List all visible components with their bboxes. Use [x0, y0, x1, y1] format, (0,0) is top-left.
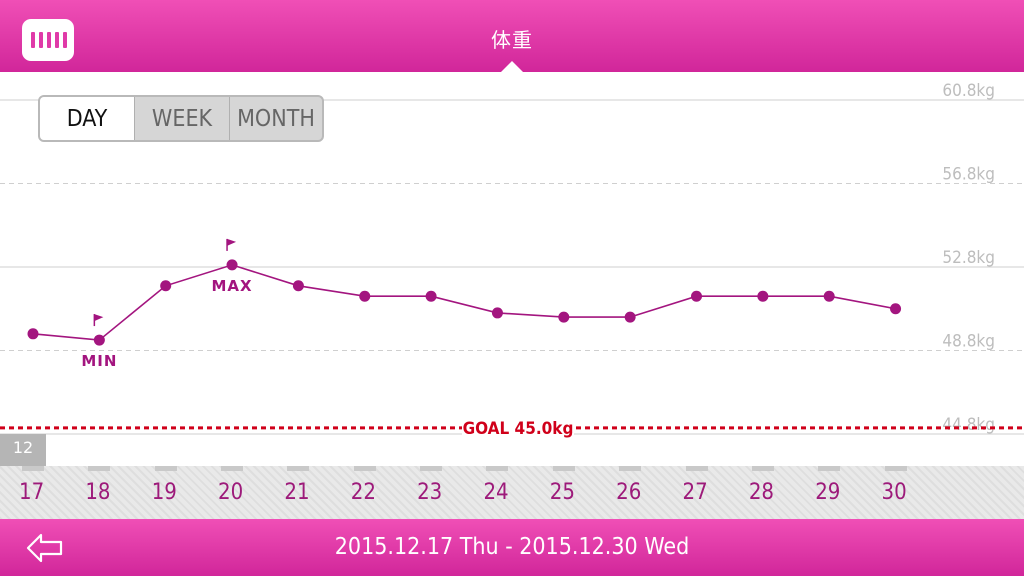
day-label[interactable]: 24: [483, 480, 509, 505]
data-point: [160, 280, 172, 292]
y-tick-label: 60.8kg: [942, 81, 995, 101]
back-arrow-icon[interactable]: [26, 532, 64, 564]
data-point: [93, 334, 105, 346]
day-label[interactable]: 18: [85, 480, 111, 505]
data-point: [624, 311, 636, 323]
day-tab: [818, 466, 841, 471]
month-tag: 12: [0, 434, 46, 466]
day-tab: [221, 466, 244, 471]
weight-series-line: [32, 264, 896, 341]
menu-icon[interactable]: [22, 19, 74, 61]
day-label[interactable]: 29: [815, 480, 841, 505]
tab-month[interactable]: MONTH: [229, 97, 322, 140]
title-pointer-icon: [501, 61, 523, 72]
data-point: [491, 307, 503, 319]
day-tab: [88, 466, 111, 471]
max-flag-icon: [226, 238, 237, 251]
day-tab: [884, 466, 907, 471]
day-label[interactable]: 17: [19, 480, 45, 505]
y-tick-label: 56.8kg: [942, 165, 995, 185]
day-label[interactable]: 19: [151, 480, 177, 505]
day-label[interactable]: 27: [682, 480, 708, 505]
page-title: 体重: [491, 28, 533, 52]
y-tick-label: 52.8kg: [942, 248, 995, 268]
day-tab: [552, 466, 575, 471]
goal-label-bg: [462, 414, 574, 439]
tab-day[interactable]: DAY: [40, 97, 134, 140]
data-point: [691, 290, 702, 302]
date-range: 2015.12.17 Thu - 2015.12.30 Wed: [334, 534, 690, 560]
weight-chart: 60.8kg 56.8kg 52.8kg 48.8kg 44.8kg GOAL 45.0k…: [0, 81, 1024, 439]
day-label[interactable]: 20: [218, 480, 244, 505]
y-tick-label: 44.8kg: [942, 415, 995, 435]
day-tab: [685, 466, 708, 471]
day-label[interactable]: 23: [417, 480, 443, 505]
day-tab: [486, 466, 509, 471]
data-point: [292, 280, 304, 292]
data-point: [757, 290, 769, 302]
day-tab: [287, 466, 310, 471]
day-label[interactable]: 28: [748, 480, 775, 505]
day-tab: [751, 466, 774, 471]
day-tab: [22, 466, 44, 471]
day-tab: [353, 466, 376, 471]
y-tick-label: 48.8kg: [942, 332, 995, 352]
data-point: [425, 290, 437, 302]
goal-label: GOAL 45.0kg: [463, 419, 574, 439]
data-point: [27, 328, 39, 340]
range-tabs: DAY WEEK MONTH: [38, 95, 324, 142]
max-label: MAX: [211, 277, 252, 295]
day-label[interactable]: 30: [881, 480, 907, 505]
data-point: [226, 259, 238, 271]
data-point: [359, 290, 371, 302]
day-label[interactable]: 26: [616, 480, 642, 505]
day-label[interactable]: 22: [350, 480, 376, 505]
top-bar: 体重: [0, 0, 1024, 72]
day-strip[interactable]: 17 18 19 20 21 22 23 24 25 26 27 28 29 30: [0, 466, 1024, 519]
day-tab: [420, 466, 443, 471]
day-tab: [619, 466, 642, 471]
day-label[interactable]: 21: [284, 480, 310, 505]
data-point: [890, 303, 902, 315]
min-flag-icon: [93, 314, 104, 327]
day-label[interactable]: 25: [549, 480, 575, 505]
data-point: [558, 311, 570, 323]
data-point: [823, 290, 835, 302]
day-tab: [154, 466, 177, 471]
bottom-bar: 2015.12.17 Thu - 2015.12.30 Wed: [0, 519, 1024, 576]
min-label: MIN: [81, 352, 117, 370]
tab-week[interactable]: WEEK: [134, 97, 229, 140]
